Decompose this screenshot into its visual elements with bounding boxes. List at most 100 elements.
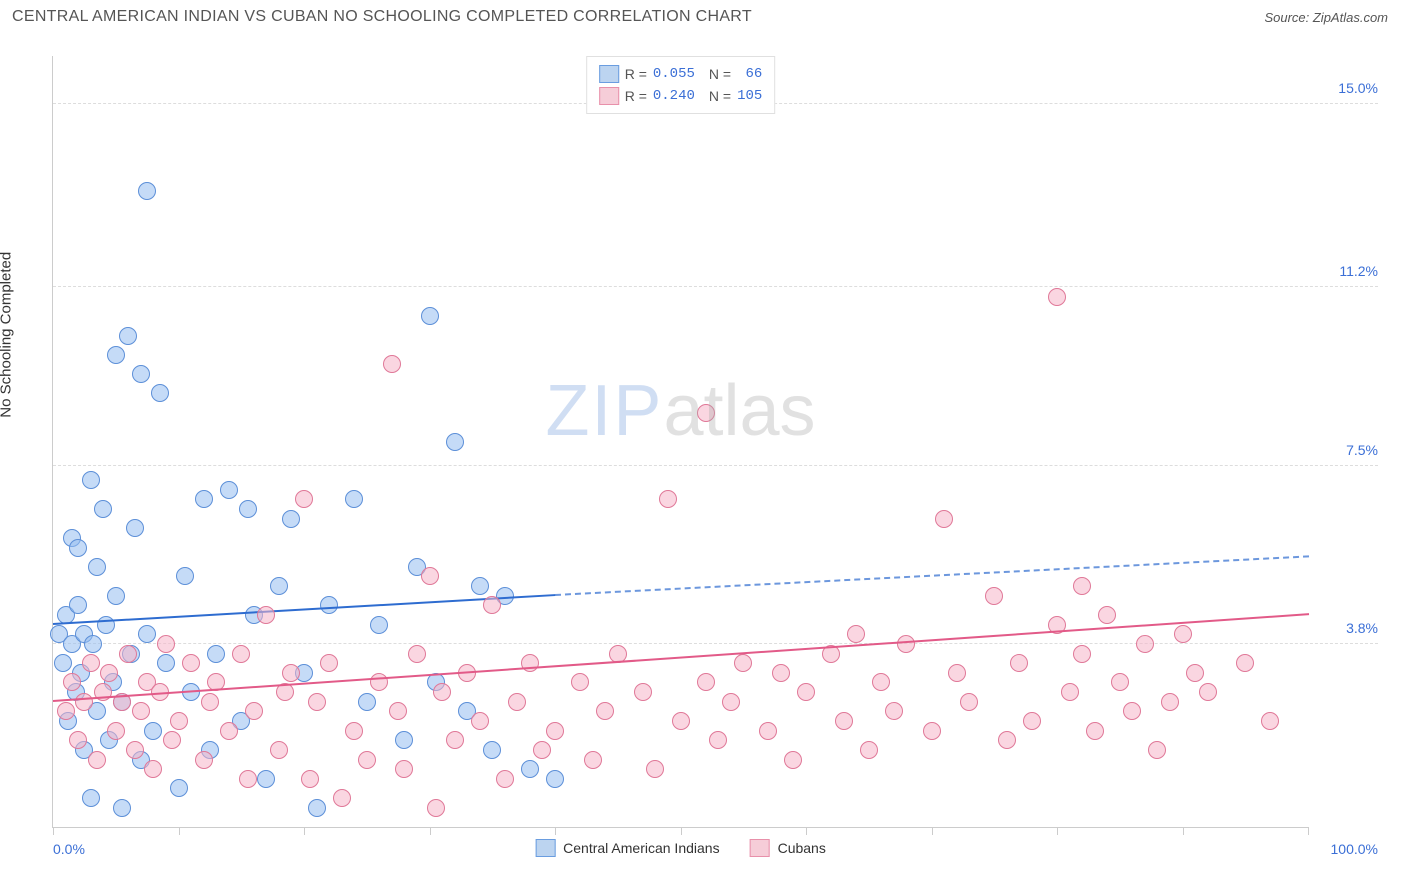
x-tick: [430, 827, 431, 835]
data-point: [697, 404, 715, 422]
data-point: [759, 722, 777, 740]
x-tick: [806, 827, 807, 835]
data-point: [584, 751, 602, 769]
data-point: [1061, 683, 1079, 701]
data-point: [345, 722, 363, 740]
data-point: [496, 770, 514, 788]
data-point: [138, 625, 156, 643]
data-point: [94, 500, 112, 518]
chart-source: Source: ZipAtlas.com: [1264, 10, 1388, 25]
data-point: [151, 384, 169, 402]
data-point: [358, 751, 376, 769]
data-point: [471, 712, 489, 730]
data-point: [88, 751, 106, 769]
data-point: [63, 673, 81, 691]
data-point: [182, 654, 200, 672]
data-point: [1186, 664, 1204, 682]
data-point: [82, 471, 100, 489]
data-point: [138, 182, 156, 200]
x-axis-max-label: 100.0%: [1331, 841, 1378, 857]
data-point: [301, 770, 319, 788]
gridline: [53, 643, 1378, 644]
legend-r-label: R =: [625, 63, 647, 85]
legend-stats: R =0.055N = 66R =0.240N =105: [586, 56, 776, 114]
data-point: [308, 799, 326, 817]
data-point: [176, 567, 194, 585]
data-point: [69, 596, 87, 614]
data-point: [308, 693, 326, 711]
legend-series-label: Cubans: [778, 840, 826, 856]
data-point: [772, 664, 790, 682]
x-tick: [681, 827, 682, 835]
trend-line: [53, 594, 556, 625]
data-point: [126, 519, 144, 537]
data-point: [320, 596, 338, 614]
data-point: [69, 731, 87, 749]
data-point: [923, 722, 941, 740]
data-point: [132, 702, 150, 720]
data-point: [69, 539, 87, 557]
data-point: [207, 645, 225, 663]
data-point: [1199, 683, 1217, 701]
data-point: [1073, 577, 1091, 595]
data-point: [100, 664, 118, 682]
data-point: [358, 693, 376, 711]
data-point: [295, 490, 313, 508]
data-point: [697, 673, 715, 691]
data-point: [257, 606, 275, 624]
data-point: [734, 654, 752, 672]
data-point: [257, 770, 275, 788]
data-point: [421, 307, 439, 325]
data-point: [144, 722, 162, 740]
data-point: [170, 712, 188, 730]
data-point: [897, 635, 915, 653]
legend-swatch: [599, 87, 619, 105]
watermark: ZIPatlas: [545, 370, 815, 452]
x-tick: [1308, 827, 1309, 835]
gridline: [53, 465, 1378, 466]
data-point: [860, 741, 878, 759]
data-point: [872, 673, 890, 691]
data-point: [885, 702, 903, 720]
x-tick: [53, 827, 54, 835]
x-tick: [1183, 827, 1184, 835]
data-point: [483, 741, 501, 759]
data-point: [446, 731, 464, 749]
data-point: [195, 751, 213, 769]
data-point: [84, 635, 102, 653]
gridline: [53, 286, 1378, 287]
data-point: [521, 654, 539, 672]
data-point: [1111, 673, 1129, 691]
data-point: [157, 635, 175, 653]
x-tick: [304, 827, 305, 835]
data-point: [97, 616, 115, 634]
data-point: [395, 760, 413, 778]
data-point: [107, 587, 125, 605]
data-point: [345, 490, 363, 508]
trend-line: [555, 555, 1309, 596]
legend-stats-row: R =0.055N = 66: [599, 63, 763, 85]
legend-r-value: 0.055: [653, 63, 695, 85]
data-point: [1161, 693, 1179, 711]
data-point: [126, 741, 144, 759]
y-tick-label: 3.8%: [1318, 620, 1378, 636]
data-point: [54, 654, 72, 672]
data-point: [333, 789, 351, 807]
data-point: [1048, 288, 1066, 306]
legend-series: Central American IndiansCubans: [535, 839, 826, 857]
data-point: [239, 500, 257, 518]
legend-swatch: [599, 65, 619, 83]
legend-swatch: [535, 839, 555, 857]
data-point: [220, 481, 238, 499]
data-point: [1086, 722, 1104, 740]
data-point: [119, 645, 137, 663]
legend-n-value: 105: [737, 85, 762, 107]
data-point: [998, 731, 1016, 749]
data-point: [634, 683, 652, 701]
data-point: [1098, 606, 1116, 624]
data-point: [471, 577, 489, 595]
chart-title: CENTRAL AMERICAN INDIAN VS CUBAN NO SCHO…: [12, 8, 752, 26]
x-tick: [1057, 827, 1058, 835]
data-point: [1148, 741, 1166, 759]
data-point: [107, 722, 125, 740]
